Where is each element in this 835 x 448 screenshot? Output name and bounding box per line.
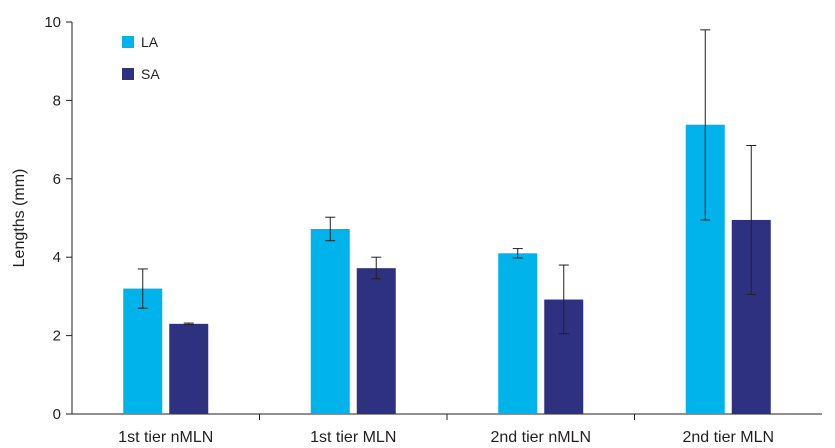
legend-label-la: LA (141, 34, 159, 50)
bar-sa (169, 323, 209, 414)
bar-sa (356, 268, 396, 414)
y-tick-label: 6 (53, 171, 61, 188)
y-tick-label: 2 (53, 328, 61, 345)
y-tick-label: 10 (44, 14, 61, 31)
y-tick-label: 8 (53, 92, 61, 109)
x-tick-label: 1st tier nMLN (118, 429, 213, 446)
y-tick-label: 0 (53, 406, 61, 423)
legend-label-sa: SA (141, 66, 160, 82)
x-tick-label: 2nd tier MLN (682, 429, 774, 446)
legend-swatch-sa (122, 68, 134, 80)
plot-area: 0 2 4 6 8 10 1st tier nMLN 1st tier MLN 2nd tier… (44, 14, 822, 446)
bar-la (498, 253, 538, 414)
x-tick-label: 1st tier MLN (310, 429, 396, 446)
bar-la (310, 228, 350, 414)
bar-la (123, 288, 163, 414)
legend-swatch-la (122, 36, 134, 48)
y-axis-title: Lengths (mm) (11, 169, 28, 268)
y-tick-label: 4 (53, 249, 61, 266)
x-tick-label: 2nd tier nMLN (491, 429, 592, 446)
